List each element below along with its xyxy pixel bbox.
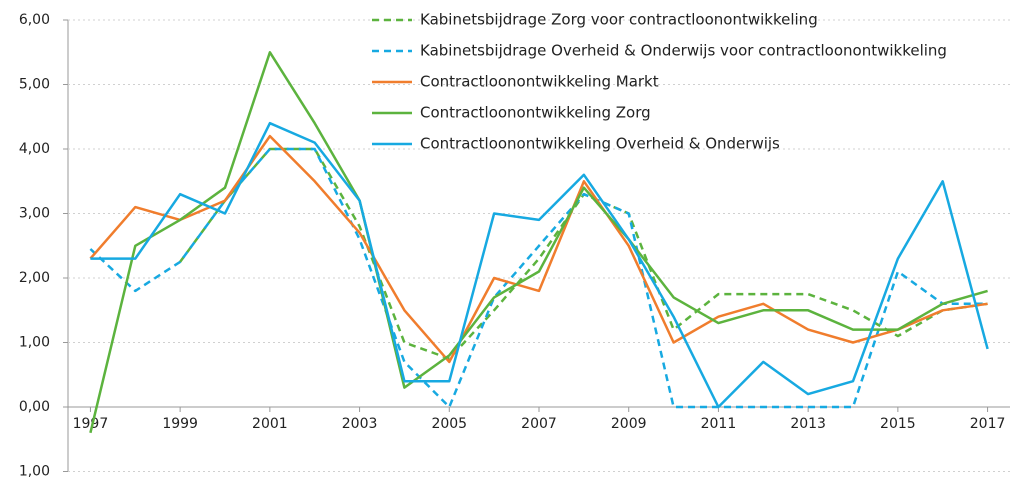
y-tick-label: 6,00 (19, 12, 50, 28)
x-tick-label: 1999 (162, 416, 198, 432)
y-tick-label: 0,00 (19, 399, 50, 415)
series-line (89, 147, 988, 409)
legend-label: Contractloonontwikkeling Markt (420, 73, 659, 91)
x-tick-label: 2011 (701, 416, 737, 432)
x-tick-label: 2007 (521, 416, 557, 432)
x-tick-label: 2009 (611, 416, 647, 432)
y-tick-label: 5,00 (19, 77, 50, 93)
x-tick-label: 2001 (252, 416, 288, 432)
x-tick-label: 2003 (342, 416, 378, 432)
x-tick-label: 2017 (970, 416, 1006, 432)
y-tick-label: 1,00 (19, 335, 50, 351)
legend-label: Kabinetsbijdrage Zorg voor contractloono… (420, 11, 818, 29)
x-tick-label: 2013 (790, 416, 826, 432)
x-tick-label: 2015 (880, 416, 916, 432)
y-tick-label: 2,00 (19, 270, 50, 286)
series-line (89, 134, 988, 364)
y-tick-label: 1,00 (19, 464, 50, 477)
series-line (90, 121, 989, 409)
y-tick-label: 4,00 (19, 141, 50, 157)
series-line (89, 51, 988, 434)
y-tick-label: 3,00 (19, 206, 50, 222)
legend-label: Contractloonontwikkeling Zorg (420, 104, 651, 122)
x-tick-label: 1997 (73, 416, 109, 432)
legend: Kabinetsbijdrage Zorg voor contractloono… (372, 11, 947, 153)
x-tick-label: 2005 (431, 416, 467, 432)
legend-label: Kabinetsbijdrage Overheid & Onderwijs vo… (420, 42, 947, 60)
legend-label: Contractloonontwikkeling Overheid & Onde… (420, 135, 780, 153)
